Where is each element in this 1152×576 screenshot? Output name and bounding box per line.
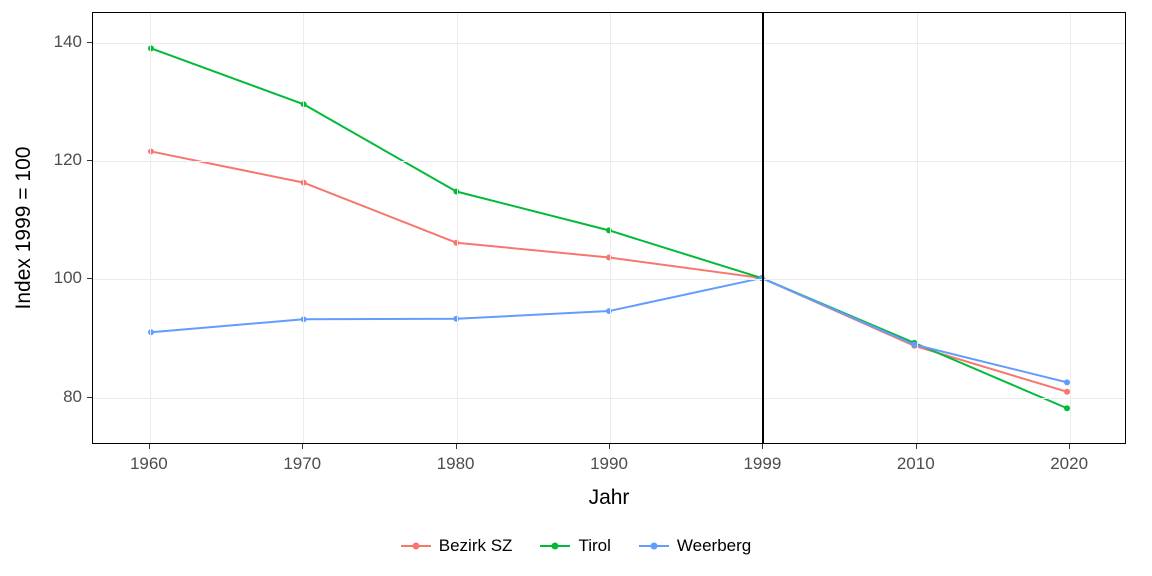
gridline-vertical — [457, 13, 458, 443]
x-tick-label: 1980 — [437, 454, 475, 474]
y-tick-mark — [87, 278, 92, 279]
y-tick-label: 100 — [54, 268, 82, 288]
series-line — [151, 278, 1067, 382]
series-point — [1064, 379, 1070, 385]
x-tick-mark — [149, 444, 150, 449]
legend-key — [540, 538, 570, 554]
y-tick-mark — [87, 397, 92, 398]
legend-item: Bezirk SZ — [401, 536, 513, 556]
series-point — [1064, 389, 1070, 395]
x-tick-label: 1960 — [130, 454, 168, 474]
chart-container: Index 1999 = 100 Jahr Bezirk SZ Tirol Weer… — [0, 0, 1152, 576]
gridline-horizontal — [93, 161, 1125, 162]
plot-svg — [93, 13, 1125, 443]
legend-label: Weerberg — [677, 536, 751, 556]
legend: Bezirk SZ Tirol Weerberg — [0, 536, 1152, 556]
y-tick-label: 80 — [63, 387, 82, 407]
x-tick-mark — [762, 444, 763, 449]
x-tick-label: 2010 — [897, 454, 935, 474]
legend-label: Tirol — [578, 536, 610, 556]
gridline-vertical — [1070, 13, 1071, 443]
plot-panel — [92, 12, 1126, 444]
x-tick-mark — [456, 444, 457, 449]
x-tick-label: 2020 — [1050, 454, 1088, 474]
x-tick-mark — [1069, 444, 1070, 449]
series-point — [606, 254, 612, 260]
series-point — [606, 227, 612, 233]
x-axis-title: Jahr — [589, 486, 630, 510]
y-tick-label: 140 — [54, 32, 82, 52]
series-point — [606, 308, 612, 314]
x-tick-label: 1990 — [590, 454, 628, 474]
x-tick-mark — [609, 444, 610, 449]
x-tick-mark — [916, 444, 917, 449]
legend-item: Weerberg — [639, 536, 751, 556]
series-line — [151, 151, 1067, 391]
gridline-vertical — [303, 13, 304, 443]
y-tick-mark — [87, 160, 92, 161]
x-tick-label: 1999 — [743, 454, 781, 474]
legend-key — [639, 538, 669, 554]
gridline-horizontal — [93, 43, 1125, 44]
x-tick-mark — [302, 444, 303, 449]
y-axis-title: Index 1999 = 100 — [12, 147, 36, 310]
reference-vline — [762, 13, 764, 443]
gridline-horizontal — [93, 279, 1125, 280]
gridline-vertical — [610, 13, 611, 443]
legend-label: Bezirk SZ — [439, 536, 513, 556]
gridline-vertical — [150, 13, 151, 443]
legend-key — [401, 538, 431, 554]
y-tick-mark — [87, 42, 92, 43]
legend-item: Tirol — [540, 536, 610, 556]
gridline-horizontal — [93, 398, 1125, 399]
y-tick-label: 120 — [54, 150, 82, 170]
x-tick-label: 1970 — [283, 454, 321, 474]
series-point — [1064, 405, 1070, 411]
gridline-vertical — [917, 13, 918, 443]
